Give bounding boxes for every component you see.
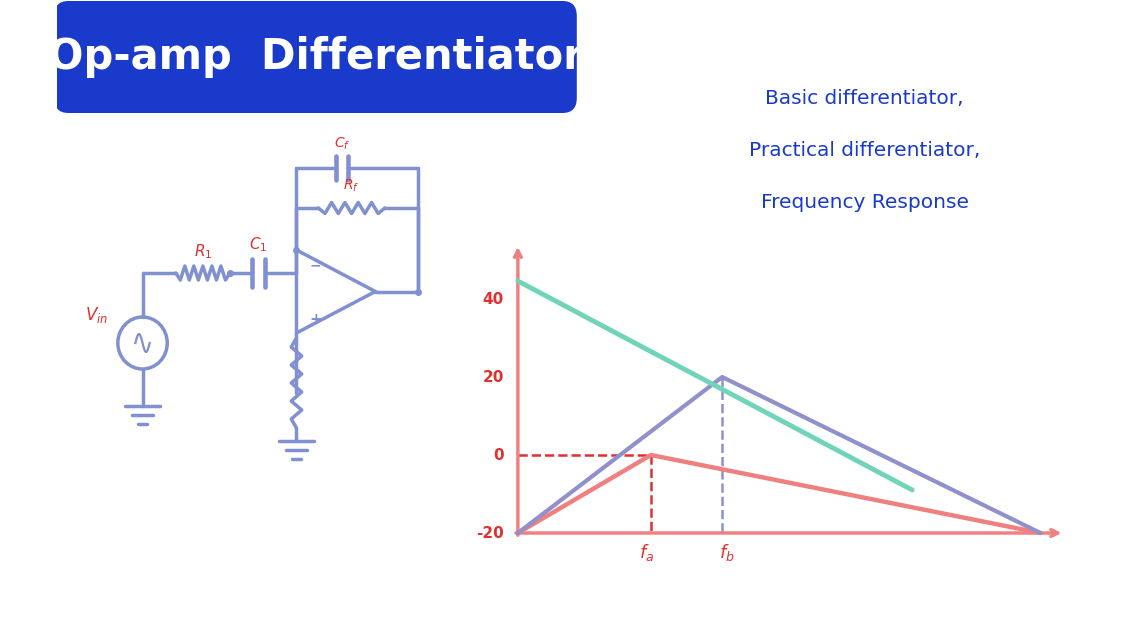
Text: +: + <box>309 311 322 327</box>
Text: $C_1$: $C_1$ <box>250 235 268 254</box>
FancyBboxPatch shape <box>54 1 576 113</box>
Text: 0: 0 <box>493 448 503 462</box>
Text: $R_f$: $R_f$ <box>344 178 360 194</box>
Text: 20: 20 <box>482 370 503 385</box>
Text: $f_b$: $f_b$ <box>719 542 735 563</box>
Text: $V_{in}$: $V_{in}$ <box>85 305 109 325</box>
Text: -20: -20 <box>476 525 503 541</box>
Text: $f_a$: $f_a$ <box>638 542 653 563</box>
Text: Op-amp  Differentiator: Op-amp Differentiator <box>48 35 583 78</box>
Text: Frequency Response: Frequency Response <box>761 192 968 212</box>
Text: −: − <box>309 258 321 272</box>
Text: Basic differentiator,: Basic differentiator, <box>766 89 964 107</box>
Text: Practical differentiator,: Practical differentiator, <box>749 141 981 159</box>
Text: $R_1$: $R_1$ <box>194 242 212 260</box>
Text: $C_f$: $C_f$ <box>333 136 351 152</box>
Text: 40: 40 <box>482 291 503 307</box>
